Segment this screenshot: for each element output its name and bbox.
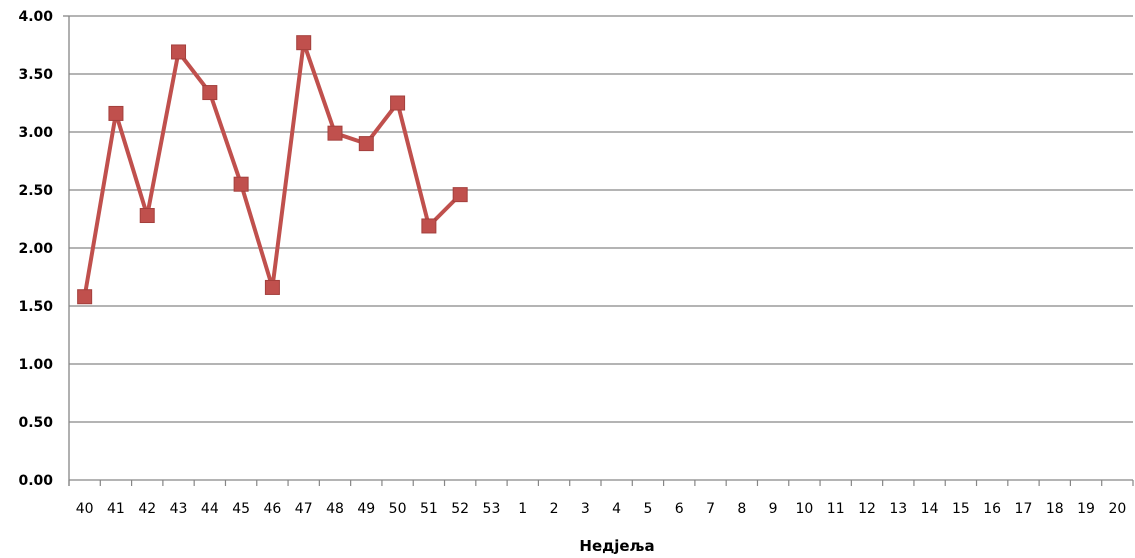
data-point-marker	[452, 187, 468, 203]
x-tick-label: 19	[1077, 501, 1095, 517]
x-tick-label: 9	[769, 501, 778, 517]
data-point-marker	[327, 125, 343, 141]
x-tick-label: 5	[643, 501, 652, 517]
x-tick-label: 13	[889, 501, 907, 517]
data-point-marker	[264, 279, 280, 295]
x-tick-label: 11	[827, 501, 845, 517]
x-tick-label: 43	[170, 501, 188, 517]
data-point-marker	[171, 44, 187, 60]
x-tick-label: 49	[357, 501, 375, 517]
y-tick-label: 2.50	[18, 183, 53, 199]
x-tick-label: 41	[107, 501, 125, 517]
x-tick-label: 47	[295, 501, 313, 517]
y-tick-label: 3.00	[18, 125, 53, 141]
x-tick-label: 52	[451, 501, 469, 517]
data-point-marker	[358, 136, 374, 152]
y-tick-label: 4.00	[18, 9, 53, 25]
x-tick-label: 10	[795, 501, 813, 517]
y-tick-label: 1.50	[18, 299, 53, 315]
x-tick-label: 12	[858, 501, 876, 517]
x-tick-label: 40	[76, 501, 94, 517]
x-tick-label: 18	[1046, 501, 1064, 517]
x-tick-label: 3	[581, 501, 590, 517]
series-line	[82, 40, 462, 298]
x-tick-label: 48	[326, 501, 344, 517]
y-tick-label: 3.50	[18, 67, 53, 83]
data-point-marker	[233, 176, 249, 192]
y-tick-label: 0.50	[18, 415, 53, 431]
x-tick-labels: 40 41 42 43 44 45 46 47 48 49 50 51 52 53 1 2 3 4 5 6 7 8 9 10 1…	[76, 501, 1127, 517]
x-tick-label: 2	[550, 501, 559, 517]
x-tick-label: 16	[983, 501, 1001, 517]
data-point-marker	[421, 218, 437, 234]
y-tick-label: 2.00	[18, 241, 53, 257]
y-tick-labels: 0.00 0.50 1.00 1.50 2.00 2.50 3.00 3.50 4.00	[18, 9, 53, 489]
x-tick-label: 7	[706, 501, 715, 517]
x-tick-label: 6	[675, 501, 684, 517]
data-point-marker	[390, 95, 406, 111]
y-tick-label: 1.00	[18, 357, 53, 373]
x-tick-label: 1	[518, 501, 527, 517]
x-tick-label: 42	[138, 501, 156, 517]
y-tick-label: 0.00	[18, 473, 53, 489]
x-tick-label: 45	[232, 501, 250, 517]
data-point-marker	[296, 35, 312, 51]
x-tick-label: 53	[483, 501, 501, 517]
x-tick-label: 14	[921, 501, 939, 517]
x-tick-label: 44	[201, 501, 219, 517]
x-axis-label: Недјеља	[579, 537, 654, 555]
x-tick-label: 8	[737, 501, 746, 517]
x-tick-label: 17	[1015, 501, 1033, 517]
axes	[63, 15, 1134, 486]
data-point-marker	[77, 289, 93, 305]
x-tick-label: 20	[1108, 501, 1126, 517]
series-group	[77, 35, 468, 305]
data-point-marker	[139, 208, 155, 224]
x-tick-label: 46	[263, 501, 281, 517]
x-tick-label: 4	[612, 501, 621, 517]
x-tick-label: 51	[420, 501, 438, 517]
x-tick-label: 15	[952, 501, 970, 517]
gridlines	[69, 15, 1133, 481]
data-point-marker	[202, 85, 218, 101]
data-point-marker	[108, 105, 124, 121]
x-tick-label: 50	[389, 501, 407, 517]
